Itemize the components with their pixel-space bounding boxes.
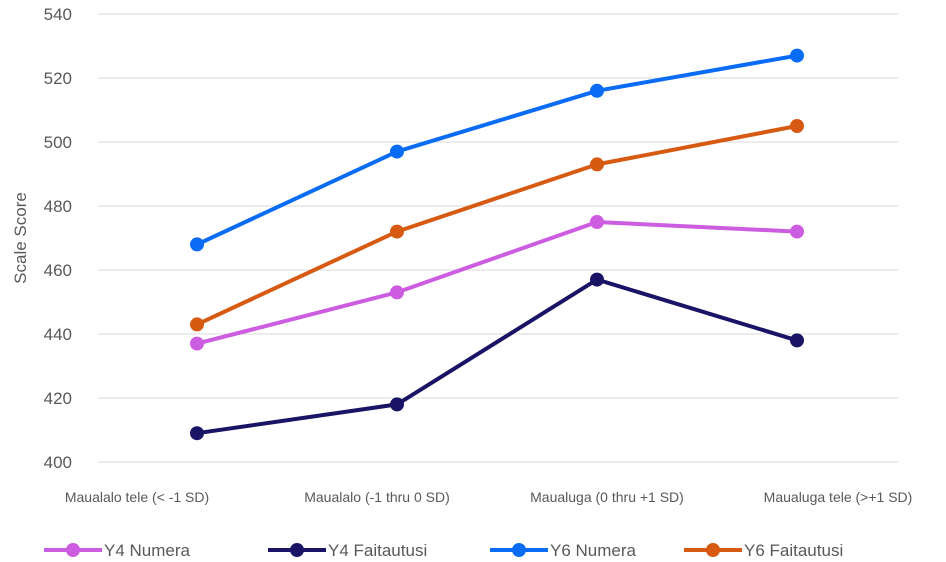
legend-marker: [706, 543, 720, 557]
data-point: [790, 224, 804, 239]
series-y4-faitautusi: [190, 272, 804, 441]
legend-marker: [512, 543, 526, 557]
data-point: [790, 119, 804, 133]
x-tick-label: Maualuga (0 thru +1 SD): [530, 489, 684, 505]
grid-lines: [98, 13, 898, 463]
data-point: [790, 48, 804, 63]
data-point: [190, 426, 204, 441]
legend-item: Y6 Faitautusi: [684, 541, 843, 560]
series-y6-numera: [190, 48, 804, 252]
legend: Y4 Numera Y4 Faitautusi Y6 Numera Y6 Faitau…: [44, 541, 843, 560]
y-axis-ticks: 400 420 440 460 480 500 520 540: [44, 5, 72, 472]
legend-label: Y4 Faitautusi: [328, 541, 427, 560]
data-point: [590, 83, 604, 98]
y-tick-label: 500: [44, 133, 72, 152]
legend-label: Y6 Faitautusi: [744, 541, 843, 560]
y-tick-label: 420: [44, 389, 72, 408]
x-tick-label: Maualuga tele (>+1 SD): [764, 489, 913, 505]
y-tick-label: 400: [44, 453, 72, 472]
y-tick-label: 480: [44, 197, 72, 216]
legend-label: Y6 Numera: [550, 541, 637, 560]
y-tick-label: 440: [44, 325, 72, 344]
series-line: [195, 277, 799, 436]
data-point: [190, 317, 204, 332]
data-point: [190, 336, 204, 351]
series-line: [195, 124, 799, 327]
legend-item: Y4 Faitautusi: [268, 541, 427, 560]
data-point: [390, 397, 404, 412]
series-y6-faitautusi: [190, 119, 804, 332]
data-point: [190, 237, 204, 252]
legend-item: Y6 Numera: [490, 541, 637, 560]
data-point: [590, 157, 604, 172]
series-lines: [190, 48, 804, 441]
legend-marker: [290, 543, 304, 557]
data-point: [590, 215, 604, 229]
y-tick-label: 520: [44, 69, 72, 88]
data-point: [590, 272, 604, 287]
data-point: [390, 285, 404, 300]
x-tick-label: Maualalo tele (< -1 SD): [65, 489, 209, 505]
y-tick-label: 540: [44, 5, 72, 24]
x-tick-label: Maualalo (-1 thru 0 SD): [304, 489, 450, 505]
legend-marker: [66, 543, 80, 557]
legend-label: Y4 Numera: [104, 541, 191, 560]
series-y4-numera: [190, 215, 804, 351]
y-tick-label: 460: [44, 261, 72, 280]
data-point: [390, 224, 404, 239]
series-line: [195, 220, 799, 346]
y-axis-label: Scale Score: [11, 192, 30, 284]
legend-item: Y4 Numera: [44, 541, 191, 560]
data-point: [390, 144, 404, 159]
x-axis-categories: Maualalo tele (< -1 SD) Maualalo (-1 thru…: [65, 489, 912, 505]
series-line: [195, 53, 799, 247]
data-point: [790, 333, 804, 348]
